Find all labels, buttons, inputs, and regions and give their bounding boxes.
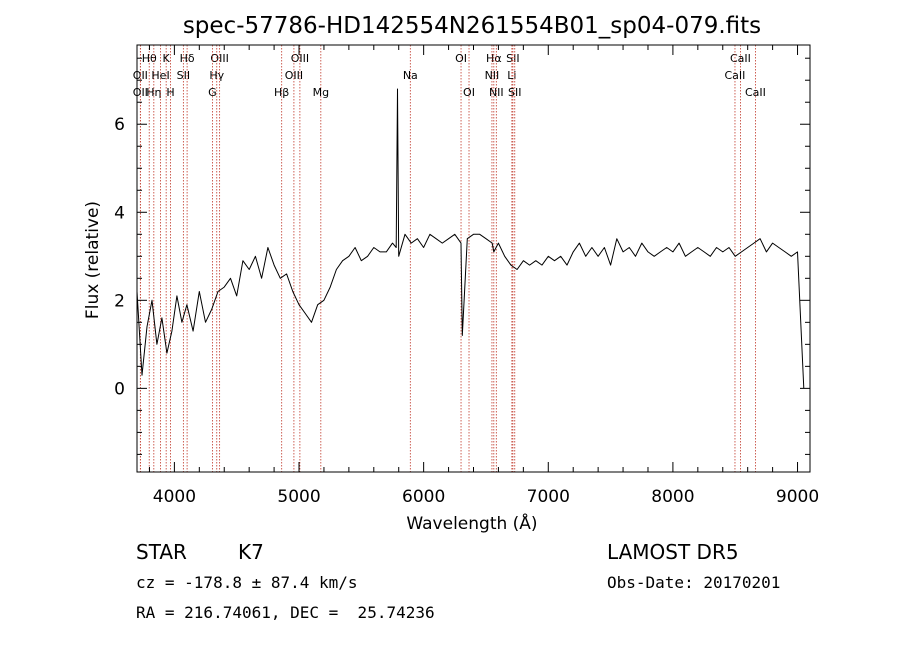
line-marker-label: Hθ bbox=[142, 52, 157, 65]
axes: 4000 5000 6000 7000 8000 9000 0 2 4 6 bbox=[114, 44, 819, 507]
line-marker-label: K bbox=[163, 52, 171, 65]
y-axis-label: Flux (relative) bbox=[83, 201, 103, 319]
object-subclass: K7 bbox=[238, 540, 264, 564]
line-marker-label: NII bbox=[485, 69, 500, 82]
x-tick-label: 5000 bbox=[277, 487, 320, 507]
object-class: STAR bbox=[136, 540, 187, 564]
line-marker-label: Hβ bbox=[274, 86, 289, 99]
y-tick-label: 2 bbox=[114, 291, 125, 311]
series-layer bbox=[136, 88, 805, 389]
chart-title: spec-57786-HD142554N261554B01_sp04-079.f… bbox=[183, 13, 761, 39]
coordinates: RA = 216.74061, DEC = 25.74236 bbox=[136, 603, 435, 622]
line-marker-label: OIII bbox=[210, 52, 228, 65]
line-marker-label: Mg bbox=[313, 86, 329, 99]
plot-frame bbox=[136, 44, 811, 473]
line-marker-label: OIII bbox=[291, 52, 309, 65]
line-marker-label: Hγ bbox=[209, 69, 224, 82]
survey-name: LAMOST DR5 bbox=[607, 540, 739, 564]
line-marker-label: Li bbox=[507, 69, 516, 82]
line-marker-label: OI bbox=[455, 52, 467, 65]
line-marker-label: Hα bbox=[486, 52, 502, 65]
line-marker-label: CaII bbox=[730, 52, 751, 65]
line-marker-label: OI bbox=[463, 86, 475, 99]
line-marker-label: H bbox=[166, 86, 174, 99]
line-marker-label: CaII bbox=[745, 86, 766, 99]
line-marker-label: SII bbox=[177, 69, 190, 82]
x-axis-label: Wavelength (Å) bbox=[406, 512, 537, 534]
y-tick-label: 6 bbox=[114, 115, 125, 135]
y-tick-label: 0 bbox=[114, 379, 125, 399]
line-marker-label: HeI bbox=[151, 69, 169, 82]
y-tick-label: 4 bbox=[114, 203, 125, 223]
x-tick-label: 6000 bbox=[402, 487, 445, 507]
redshift-value: cz = -178.8 ± 87.4 km/s bbox=[136, 573, 358, 592]
line-marker-label: Hη bbox=[146, 86, 161, 99]
x-tick-label: 8000 bbox=[651, 487, 694, 507]
line-marker-label: Na bbox=[403, 69, 418, 82]
line-marker-label: SII bbox=[506, 52, 519, 65]
x-tick-label: 9000 bbox=[776, 487, 819, 507]
line-marker-label: OIII bbox=[285, 69, 303, 82]
obs-date: Obs-Date: 20170201 bbox=[607, 573, 781, 592]
x-tick-label: 7000 bbox=[527, 487, 570, 507]
line-marker-label: SII bbox=[508, 86, 521, 99]
spectrum-series bbox=[136, 88, 805, 389]
line-marker-label: NII bbox=[489, 86, 504, 99]
line-marker-label: G bbox=[208, 86, 217, 99]
x-tick-label: 4000 bbox=[153, 487, 196, 507]
line-marker-label: Hδ bbox=[180, 52, 195, 65]
line-marker-label: CaII bbox=[725, 69, 746, 82]
